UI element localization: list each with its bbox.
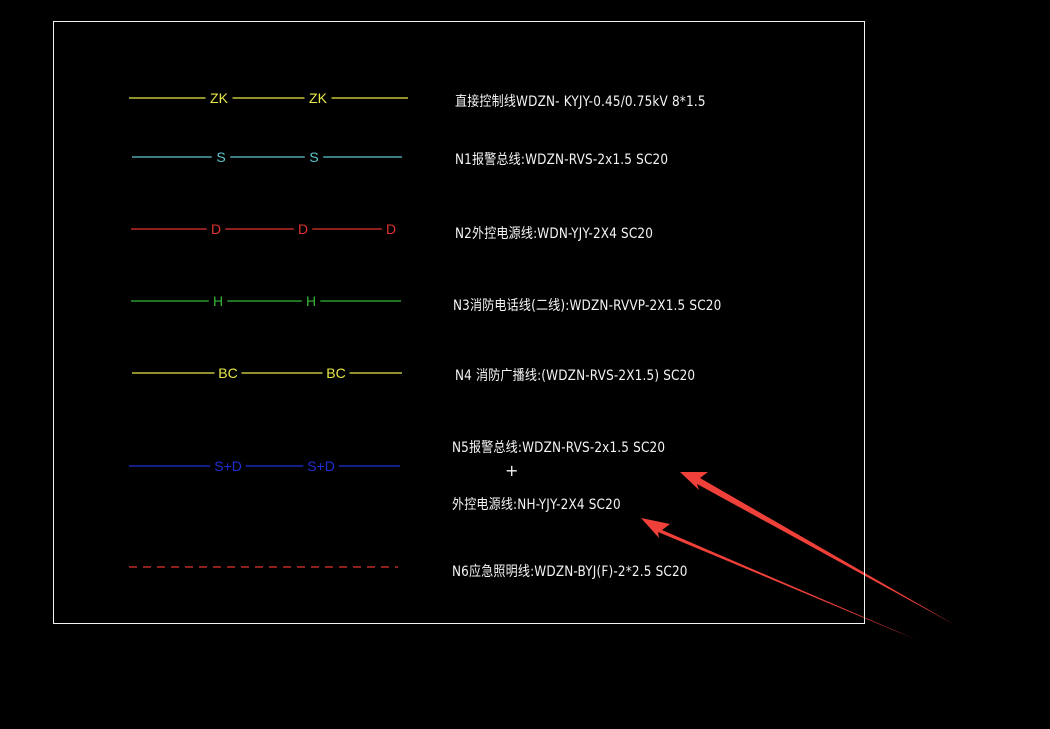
legend-line-d-label: D: [211, 221, 221, 237]
legend-description-n5-power: 外控电源线:NH-YJY-2X4 SC20: [452, 497, 621, 513]
legend-description-zk: 直接控制线WDZN- KYJY-0.45/0.75kV 8*1.5: [455, 94, 706, 110]
legend-line-s-plus-d-label: S+D: [307, 458, 335, 474]
legend-line-symbols: ZK ZK S S D D D H H BC BC S+D S+D: [129, 90, 408, 568]
legend-description-n5: N5报警总线:WDZN-RVS-2x1.5 SC20: [452, 440, 666, 456]
legend-line-bc-label: BC: [218, 365, 237, 381]
legend-line-h-label: H: [306, 293, 316, 309]
legend-description-n2: N2外控电源线:WDN-YJY-2X4 SC20: [455, 226, 654, 242]
drawing-frame: [53, 21, 865, 624]
legend-line-zk-label: ZK: [309, 90, 328, 106]
legend-line-zk-label: ZK: [210, 90, 229, 106]
annotation-arrows: [641, 472, 955, 640]
legend-description-n6: N6应急照明线:WDZN-BYJ(F)-2*2.5 SC20: [452, 564, 688, 580]
legend-description-n4: N4 消防广播线:(WDZN-RVS-2X1.5) SC20: [455, 368, 696, 384]
legend-line-bc-label: BC: [326, 365, 345, 381]
legend-line-s-label: S: [309, 149, 318, 165]
red-pointer-arrow-icon: [680, 472, 955, 625]
legend-line-s-plus-d-label: S+D: [214, 458, 242, 474]
legend-line-s-label: S: [216, 149, 225, 165]
legend-line-d-label: D: [386, 221, 396, 237]
legend-line-d-label: D: [298, 221, 308, 237]
legend-description-n1: N1报警总线:WDZN-RVS-2x1.5 SC20: [455, 152, 669, 168]
legend-line-h-label: H: [213, 293, 223, 309]
legend-description-n3: N3消防电话线(二线):WDZN-RVVP-2X1.5 SC20: [453, 298, 722, 314]
legend-plus-sign: +: [505, 461, 519, 480]
